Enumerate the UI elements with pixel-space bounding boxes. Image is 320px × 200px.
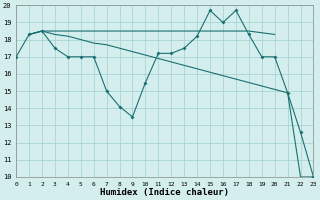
X-axis label: Humidex (Indice chaleur): Humidex (Indice chaleur) — [100, 188, 229, 197]
